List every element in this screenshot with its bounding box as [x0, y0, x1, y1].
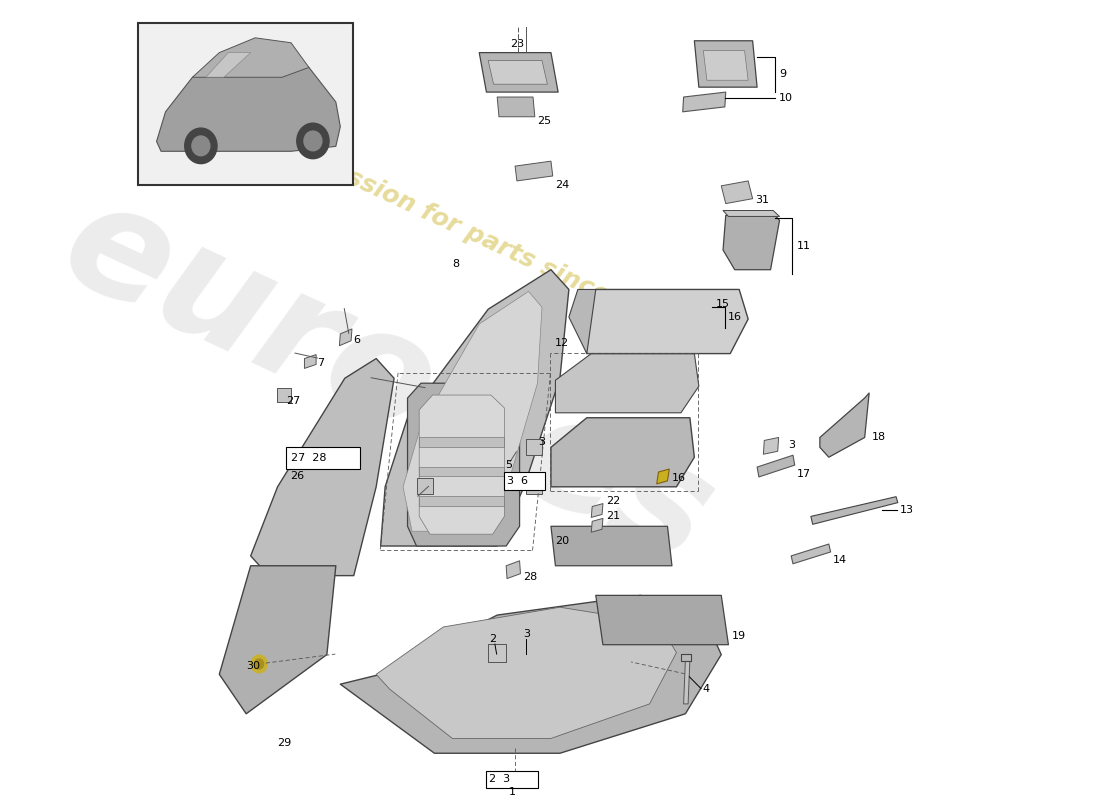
Text: 2: 2	[490, 634, 496, 644]
Text: 6: 6	[353, 335, 361, 346]
Text: 8: 8	[452, 259, 459, 270]
Text: 20: 20	[554, 535, 569, 546]
Circle shape	[304, 131, 322, 150]
Text: 3  6: 3 6	[507, 476, 528, 486]
Circle shape	[185, 128, 217, 164]
Text: 1: 1	[508, 787, 516, 798]
Circle shape	[191, 136, 210, 156]
Text: 27: 27	[286, 397, 300, 406]
Text: 17: 17	[796, 470, 811, 479]
Bar	[139, 22, 353, 186]
Text: 19: 19	[732, 631, 746, 642]
Text: 27  28: 27 28	[290, 453, 326, 462]
Text: a passion for parts since 1985: a passion for parts since 1985	[288, 138, 684, 341]
Text: 22: 22	[606, 496, 620, 506]
Circle shape	[255, 659, 264, 669]
Text: 4: 4	[703, 684, 710, 694]
Text: 26: 26	[290, 471, 305, 482]
Text: 13: 13	[900, 505, 914, 515]
Text: 15: 15	[716, 298, 730, 309]
Text: 2  3: 2 3	[490, 774, 510, 784]
Text: 14: 14	[833, 555, 847, 566]
Bar	[504, 473, 546, 490]
Text: 18: 18	[871, 432, 886, 442]
Text: 10: 10	[779, 94, 793, 103]
Text: 3: 3	[788, 440, 795, 450]
Text: 31: 31	[755, 195, 769, 205]
Text: europes: europes	[41, 167, 735, 597]
Text: 16: 16	[671, 474, 685, 483]
Text: 25: 25	[537, 116, 551, 126]
Text: 7: 7	[318, 358, 324, 368]
Text: 23: 23	[510, 39, 525, 50]
Text: 29: 29	[277, 738, 292, 748]
Bar	[286, 447, 360, 469]
Circle shape	[251, 655, 267, 673]
Text: 12: 12	[554, 338, 569, 348]
Text: 11: 11	[796, 241, 811, 250]
Text: 28: 28	[524, 572, 538, 582]
Text: 9: 9	[779, 69, 786, 79]
Circle shape	[297, 123, 329, 158]
Text: 21: 21	[606, 511, 620, 521]
Text: 24: 24	[554, 180, 569, 190]
Text: 3: 3	[524, 630, 530, 639]
Text: 30: 30	[245, 661, 260, 671]
Text: 16: 16	[728, 311, 741, 322]
Text: 3: 3	[538, 437, 544, 447]
Text: 5: 5	[506, 460, 513, 470]
Bar	[486, 770, 538, 788]
